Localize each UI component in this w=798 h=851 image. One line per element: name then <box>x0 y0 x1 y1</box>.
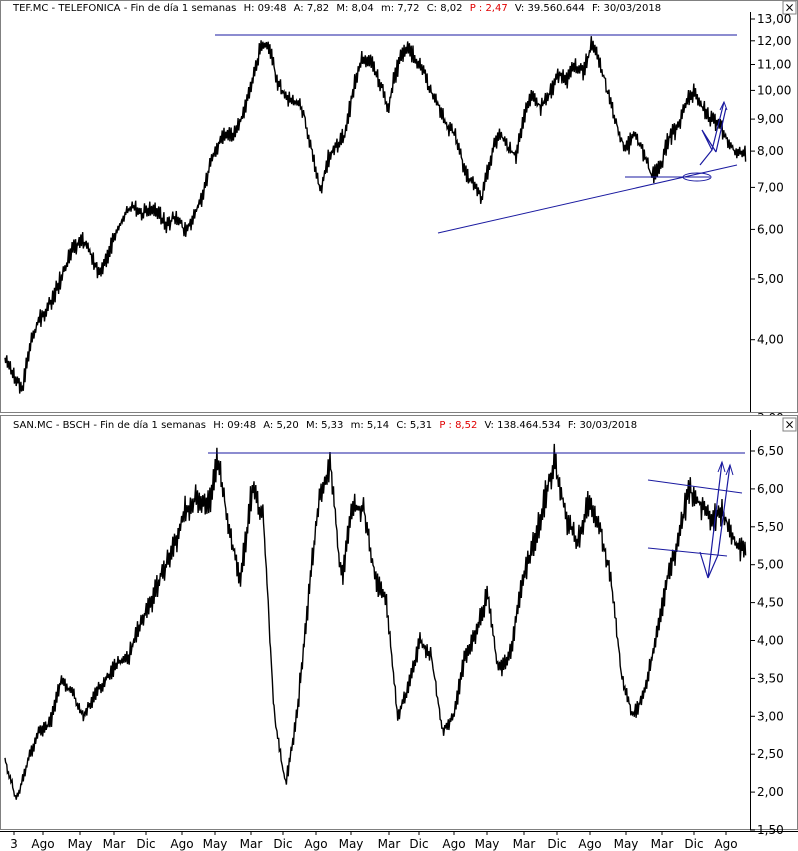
arrow-head <box>719 100 728 111</box>
x-tick-label: Ago <box>31 837 54 851</box>
channel-lower <box>647 547 728 557</box>
y-tick-label: 3,00 <box>757 709 784 723</box>
close-button[interactable]: × <box>782 0 797 15</box>
x-tick-label: Mar <box>378 837 401 851</box>
x-tick-label: Mar <box>103 837 126 851</box>
price-series <box>4 443 747 800</box>
price-line <box>4 36 747 394</box>
x-tick-label: Dic <box>547 837 566 851</box>
y-tick-label: 4,50 <box>757 596 784 610</box>
x-tick-label: May <box>203 837 228 851</box>
x-tick-label: 3 <box>10 837 18 851</box>
panel-header: TEF.MC - TELEFONICA - Fin de día 1 seman… <box>12 2 661 14</box>
y-tick-label: 5,00 <box>757 558 784 572</box>
panel-telefonica: TEF.MC - TELEFONICA - Fin de día 1 seman… <box>0 0 798 425</box>
y-tick-label: 2,50 <box>757 747 784 761</box>
price-line <box>4 443 747 800</box>
close-button[interactable]: × <box>782 417 797 432</box>
x-tick-label: Mar <box>240 837 263 851</box>
y-tick-label: 5,50 <box>757 520 784 534</box>
annotations <box>215 34 738 234</box>
support-trendline <box>437 164 738 234</box>
x-axis: 3 Ago May Mar Dic Ago May Mar Dic Ago May Mar Dic Ago… <box>0 831 798 851</box>
y-tick-label: 7,00 <box>757 180 784 194</box>
y-tick-label: 3,50 <box>757 671 784 685</box>
y-tick-label: 6,50 <box>757 444 784 458</box>
y-tick-label: 6,00 <box>757 482 784 496</box>
y-tick-label: 5,00 <box>757 272 784 286</box>
y-tick-label: 1,50 <box>757 823 784 837</box>
x-tick-label: Mar <box>651 837 674 851</box>
annotations <box>208 452 745 579</box>
y-tick-label: 13,00 <box>757 12 791 26</box>
breakout-marker <box>682 172 712 182</box>
x-tick-label: May <box>475 837 500 851</box>
x-tick-label: Ago <box>170 837 193 851</box>
y-axis-ticks: 6,50 6,00 5,50 5,00 4,50 4,00 3,50 3,00 2,50 2,00… <box>750 444 784 837</box>
x-tick-label: Ago <box>578 837 601 851</box>
y-tick-label: 11,00 <box>757 58 791 72</box>
x-tick-label: Ago <box>304 837 327 851</box>
projection-arrows <box>699 461 731 579</box>
x-tick-label: Dic <box>684 837 703 851</box>
x-tick-label: Dic <box>273 837 292 851</box>
y-tick-label: 4,00 <box>757 634 784 648</box>
price-series <box>4 36 747 394</box>
panel-header: SAN.MC - BSCH - Fin de día 1 semanas H: … <box>13 419 637 431</box>
x-tick-label: Dic <box>136 837 155 851</box>
x-tick-label: Dic <box>409 837 428 851</box>
x-tick-label: Mar <box>513 837 536 851</box>
x-tick-label: Ago <box>714 837 737 851</box>
arrow-head <box>717 460 734 476</box>
x-tick-label: May <box>68 837 93 851</box>
projection-arrows <box>699 101 727 166</box>
x-tick-label: Ago <box>442 837 465 851</box>
y-tick-label: 6,00 <box>757 222 784 236</box>
x-tick-label: May <box>614 837 639 851</box>
y-tick-label: 8,00 <box>757 144 784 158</box>
y-tick-label: 12,00 <box>757 34 791 48</box>
y-tick-label: 10,00 <box>757 83 791 97</box>
panel-bsch: SAN.MC - BSCH - Fin de día 1 semanas H: … <box>0 415 798 837</box>
y-tick-label: 2,00 <box>757 785 784 799</box>
x-tick-label: May <box>339 837 364 851</box>
y-tick-label: 4,00 <box>757 333 784 347</box>
close-icon: × <box>784 1 794 15</box>
y-tick-label: 9,00 <box>757 112 784 126</box>
close-icon: × <box>784 418 794 432</box>
panel-frame <box>0 415 798 830</box>
